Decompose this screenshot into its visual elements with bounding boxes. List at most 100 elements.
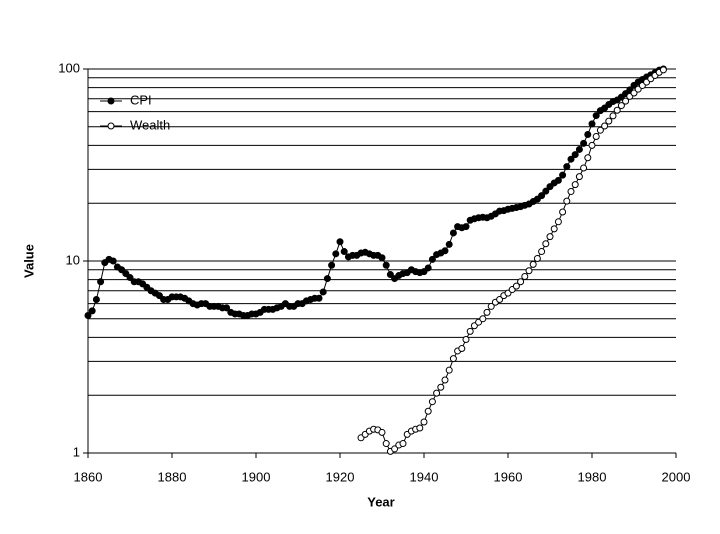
data-point	[399, 440, 407, 448]
x-axis-title: Year	[367, 494, 394, 509]
x-tick-label: 1980	[578, 469, 607, 484]
data-point	[546, 233, 554, 241]
legend-label: Wealth	[130, 117, 170, 132]
data-point	[613, 106, 621, 114]
data-point	[122, 270, 130, 278]
x-tick-label: 1900	[242, 469, 271, 484]
data-point	[575, 173, 583, 181]
data-point	[391, 445, 399, 453]
data-point	[378, 428, 386, 436]
data-point	[554, 176, 562, 184]
data-point	[378, 254, 386, 262]
data-point	[428, 398, 436, 406]
data-point	[559, 208, 567, 216]
data-point	[462, 223, 470, 231]
data-point	[449, 355, 457, 363]
data-point	[487, 302, 495, 310]
x-tick-label: 1860	[74, 469, 103, 484]
data-point	[155, 292, 163, 300]
data-point	[445, 366, 453, 374]
data-point	[622, 97, 630, 105]
data-point	[563, 163, 571, 171]
data-point	[466, 327, 474, 335]
data-point	[559, 171, 567, 179]
data-point	[584, 130, 592, 138]
data-point	[525, 267, 533, 275]
data-point	[496, 296, 504, 304]
data-point	[521, 273, 529, 281]
data-point	[126, 274, 134, 282]
data-point	[483, 308, 491, 316]
data-point	[386, 271, 394, 279]
data-point	[609, 112, 617, 120]
data-point	[428, 255, 436, 263]
data-point	[462, 336, 470, 344]
data-point	[592, 133, 600, 141]
legend-marker	[107, 97, 115, 105]
data-point	[416, 424, 424, 432]
data-point	[88, 307, 96, 315]
data-point	[84, 312, 92, 320]
data-point	[92, 296, 100, 304]
data-point	[571, 151, 579, 159]
data-point	[605, 117, 613, 125]
data-point	[533, 255, 541, 263]
data-point	[542, 240, 550, 248]
data-point	[441, 247, 449, 255]
data-point	[517, 278, 525, 286]
data-point	[659, 66, 667, 74]
data-point	[571, 181, 579, 189]
data-point	[554, 218, 562, 226]
data-point	[567, 155, 575, 163]
data-point	[332, 250, 340, 258]
data-point	[512, 282, 520, 290]
data-point	[588, 120, 596, 128]
y-tick-label: 100	[58, 60, 80, 75]
data-point	[449, 229, 457, 237]
data-point	[382, 440, 390, 448]
data-point	[382, 261, 390, 269]
data-point	[420, 418, 428, 426]
data-point	[437, 383, 445, 391]
data-point	[592, 112, 600, 120]
x-tick-label: 1960	[494, 469, 523, 484]
data-point	[567, 188, 575, 196]
data-point	[479, 315, 487, 323]
data-point	[433, 389, 441, 397]
data-point	[424, 264, 432, 272]
data-point	[529, 260, 537, 268]
data-point	[315, 294, 323, 302]
data-point	[538, 248, 546, 256]
data-point	[223, 304, 231, 312]
data-point	[580, 164, 588, 172]
data-point	[319, 288, 327, 296]
data-point	[542, 187, 550, 195]
legend-label: CPI	[130, 92, 152, 107]
data-point	[118, 266, 126, 274]
legend-marker	[107, 122, 115, 130]
data-point	[563, 197, 571, 205]
data-point	[109, 257, 117, 265]
data-point	[328, 261, 336, 269]
data-point	[630, 89, 638, 97]
y-tick-label: 1	[73, 444, 80, 459]
data-point	[575, 145, 583, 153]
x-tick-label: 2000	[662, 469, 691, 484]
y-tick-label: 10	[66, 252, 80, 267]
data-point	[458, 345, 466, 353]
data-point	[323, 275, 331, 283]
data-point	[441, 376, 449, 384]
data-point	[445, 240, 453, 248]
data-point	[580, 139, 588, 147]
data-point	[601, 122, 609, 130]
data-point	[340, 248, 348, 256]
x-tick-label: 1880	[158, 469, 187, 484]
data-point	[538, 192, 546, 200]
data-point	[550, 225, 558, 233]
data-point	[617, 102, 625, 110]
data-point	[584, 154, 592, 162]
data-point	[424, 407, 432, 415]
data-point	[336, 238, 344, 246]
